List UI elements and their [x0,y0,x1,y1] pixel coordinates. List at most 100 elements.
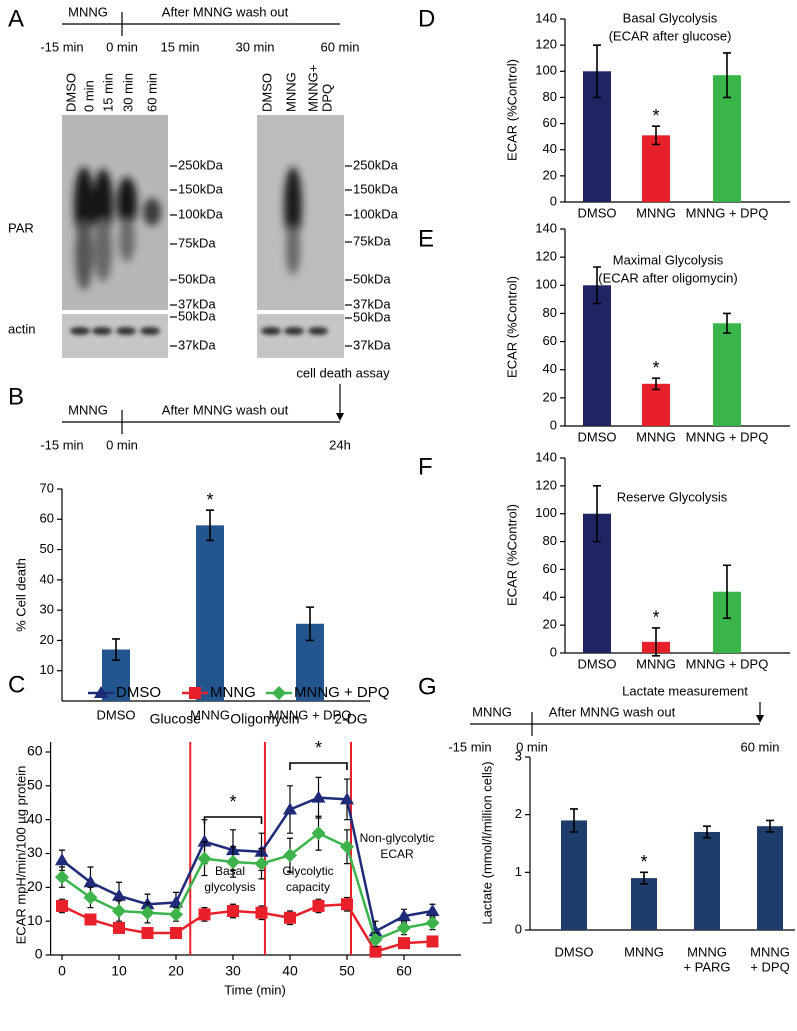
significance-bracket [289,762,348,770]
timeline-endpoint: cell death assay [296,365,390,380]
point-marker [83,875,98,888]
y-tick-label: 40 [543,361,557,376]
timeline-time: 0 min [516,739,548,754]
point-marker [284,911,296,924]
timeline-time: 30 min [235,39,274,54]
legend-label: MNNG [210,684,256,701]
point-marker [140,905,155,920]
y-tick-label: 2 [515,806,522,821]
point-marker [255,906,268,919]
chart-title: Basal Glycolysis [623,10,718,25]
legend-marker [94,686,108,698]
error-bar [593,44,601,99]
marker-label: 50kDa [353,271,391,286]
y-tick-label: 40 [40,571,54,586]
blot-right [257,115,344,358]
x-tick-label: 20 [168,963,184,979]
error-bar [652,627,660,657]
lane-label: 30 min [120,73,135,112]
bar [642,383,670,426]
point-marker [113,921,125,934]
y-tick-label: 100 [535,277,557,292]
y-tick-label: 100 [535,505,557,520]
point-marker [368,932,383,947]
error-bar [306,606,314,642]
significance-star: * [315,738,322,758]
point-marker [141,927,154,940]
chart-title: Reserve Glycolysis [617,489,728,504]
lane-label: DMSO [259,73,274,112]
y-tick-label: 140 [535,220,557,235]
marker-label: 37kDa [353,337,391,352]
point-marker [369,945,382,958]
error-bar [723,564,731,619]
significance-star: * [652,358,659,378]
panel-label: D [418,5,435,32]
legend-marker [189,687,201,699]
event-label: Glucose [150,711,202,727]
y-tick-label: 30 [40,602,54,617]
x-tick-label: DMSO [578,205,617,220]
marker-label: 50kDa [178,308,216,323]
marker-label: 37kDa [178,337,216,352]
significance-star: * [229,792,236,812]
timeline-time: 24h [329,437,351,452]
x-tick-label: 40 [282,963,298,979]
y-tick-label: 40 [543,589,557,604]
x-tick-label: MNNG + DPQ [686,205,769,220]
error-bar [766,819,774,833]
lane-label: 15 min [100,73,115,112]
chart-title: (ECAR after oligomycin) [598,270,737,285]
x-tick-label: 60 [396,963,412,979]
y-axis-label: Lactate (mmol/l/million cells) [479,761,494,924]
x-tick-label: + DPQ [750,959,789,974]
point-marker [170,927,182,940]
y-tick-label: 30 [27,844,43,860]
x-tick-label: MNNG [190,707,230,722]
timeline-phase: After MNNG wash out [549,704,676,719]
error-bar [640,871,648,885]
x-tick-label: MNNG [687,944,727,959]
timeline-phase: After MNNG wash out [162,4,289,19]
y-axis-label: ECAR (%Control) [504,276,519,378]
bar [561,820,587,930]
annotation: Basal [215,864,245,878]
panel-label: G [418,673,437,700]
y-tick-label: 100 [535,63,557,78]
timeline-phase: MNNG [68,402,108,417]
bar [196,525,224,701]
bar [713,323,741,426]
point-marker [425,904,440,917]
marker-label: 250kDa [178,157,224,172]
point-marker [425,915,440,930]
point-marker [226,854,240,869]
annotation: Glycolytic [282,864,333,878]
bar [694,831,720,930]
point-marker [398,937,410,950]
x-tick-label: MNNG [636,429,676,444]
timeline-time: 15 min [160,39,199,54]
timeline-time: -15 min [40,39,83,54]
chart-title: (ECAR after glucose) [609,28,732,43]
x-tick-label: 10 [111,963,127,979]
point-marker [198,908,211,921]
arrow-head [336,413,344,421]
y-tick-label: 0 [35,946,43,962]
x-tick-label: DMSO [578,429,617,444]
point-marker [397,920,411,935]
x-tick-label: MNNG + DPQ [686,429,769,444]
x-tick-label: 50 [339,963,355,979]
error-bar [112,638,120,661]
point-marker [169,895,183,908]
timeline-phase: MNNG [68,4,108,19]
legend-marker [272,686,286,700]
point-marker [83,890,98,905]
arrow-head [756,715,764,723]
point-marker [397,909,411,922]
y-tick-label: 3 [515,748,522,763]
y-axis-label: ECAR (%Control) [504,504,519,606]
point-marker [426,935,439,948]
error-bar [703,825,711,839]
marker-label: 250kDa [353,157,399,172]
marker-label: 50kDa [178,271,216,286]
